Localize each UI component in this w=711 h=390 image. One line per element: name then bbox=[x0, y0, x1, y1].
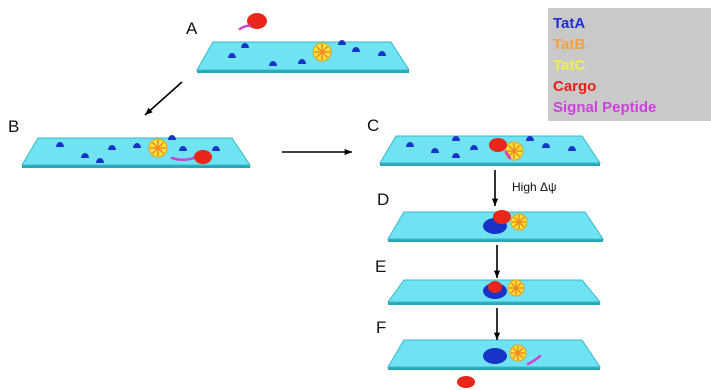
legend-item: TatB bbox=[553, 36, 585, 53]
cargo bbox=[493, 210, 511, 224]
legend-item: Signal Peptide bbox=[553, 99, 656, 116]
panel-label: E bbox=[375, 257, 386, 276]
shapes bbox=[22, 13, 603, 388]
cargo bbox=[489, 138, 507, 152]
arrow-head bbox=[494, 333, 500, 340]
cargo bbox=[488, 281, 502, 293]
page: {"panels": [{"label": "A"}, {"label": "B… bbox=[0, 0, 711, 390]
panel-label: A bbox=[186, 19, 198, 38]
panel-label: C bbox=[367, 116, 379, 135]
arrow-head bbox=[345, 149, 352, 155]
annotation: High Δψ bbox=[512, 180, 557, 194]
tata bbox=[168, 135, 176, 140]
panel-label: B bbox=[8, 117, 19, 136]
tata-cluster bbox=[483, 348, 507, 364]
membrane bbox=[380, 136, 600, 163]
cargo bbox=[457, 376, 475, 388]
legend-item: TatA bbox=[553, 15, 585, 32]
diagram: TatA TatB TatC Cargo Signal Peptide A B … bbox=[0, 0, 711, 390]
panel-label: D bbox=[377, 190, 389, 209]
cargo bbox=[194, 150, 212, 164]
panel-label: F bbox=[376, 318, 386, 337]
membrane bbox=[22, 138, 250, 165]
legend-item: Cargo bbox=[553, 78, 596, 95]
arrow bbox=[145, 82, 182, 115]
arrow-head bbox=[494, 271, 500, 278]
signal-peptide bbox=[240, 26, 250, 29]
arrow-head bbox=[492, 199, 498, 206]
legend-item: TatC bbox=[553, 57, 585, 74]
tata bbox=[338, 40, 346, 45]
